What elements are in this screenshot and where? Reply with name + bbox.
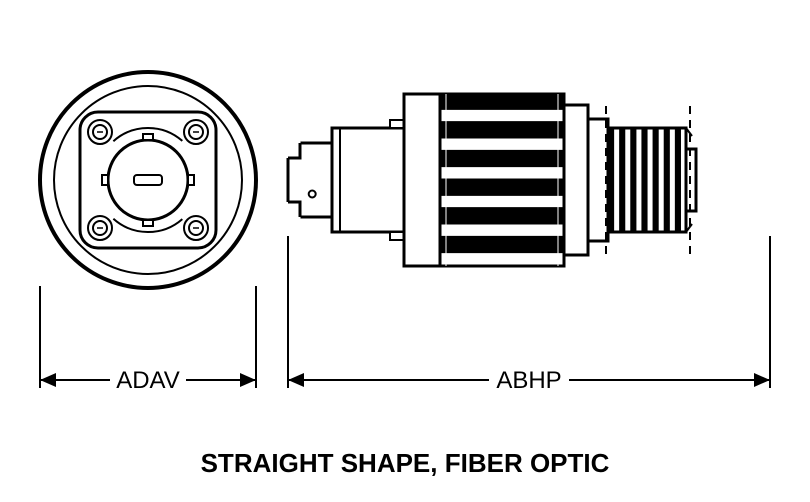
dimension-label-abhp: ABHP: [496, 367, 561, 394]
figure-caption: STRAIGHT SHAPE, FIBER OPTIC: [0, 448, 810, 479]
caption-text: STRAIGHT SHAPE, FIBER OPTIC: [201, 448, 610, 478]
dimension-label-adav: ADAV: [116, 367, 180, 394]
technical-drawing: ADAV ABHP: [0, 0, 810, 502]
